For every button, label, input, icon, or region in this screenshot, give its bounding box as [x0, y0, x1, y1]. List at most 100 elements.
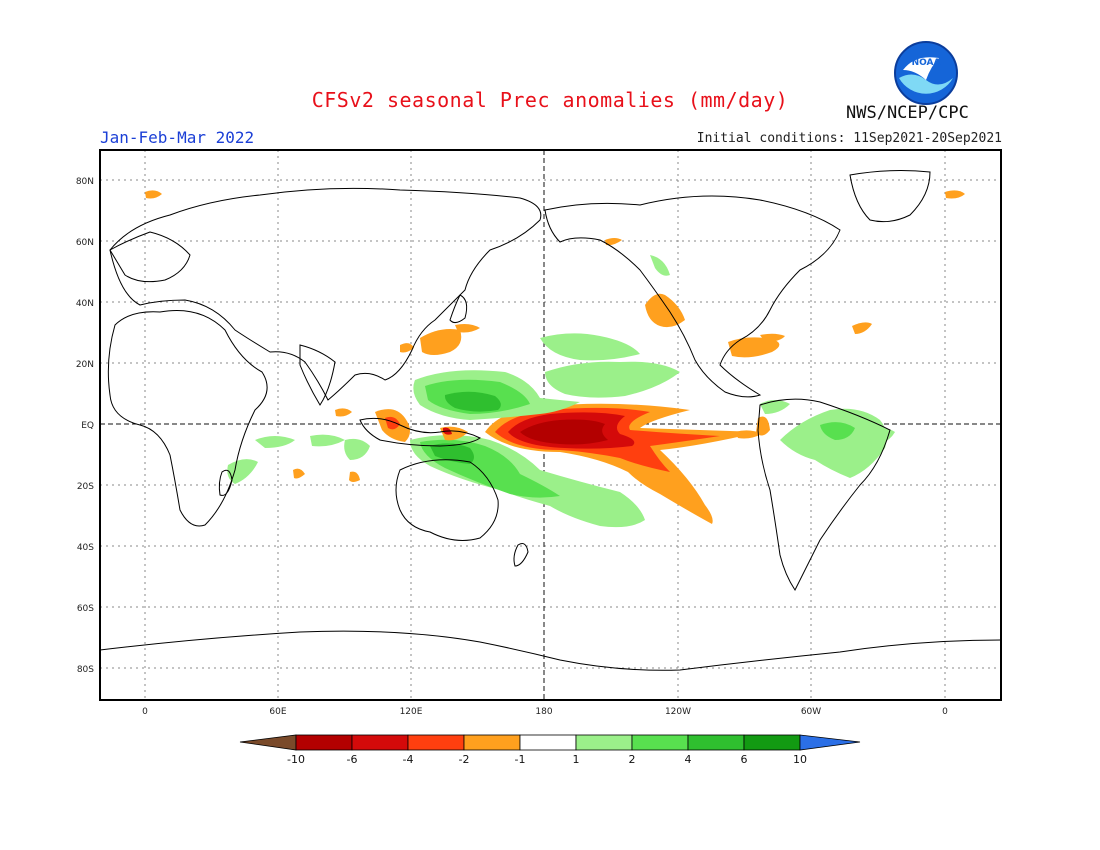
lon-label: 60E	[269, 707, 286, 717]
colorbar-label: 10	[793, 753, 807, 766]
colorbar-label: 4	[685, 753, 692, 766]
map-frame	[99, 149, 1002, 701]
colorbar-swatch	[463, 734, 521, 751]
anomaly-field	[145, 190, 965, 528]
graticule	[100, 150, 1001, 700]
colorbar-label: -1	[515, 753, 526, 766]
lat-label: 60N	[76, 238, 94, 248]
wpac-green-light-ne	[545, 361, 680, 398]
colorbar-label: -6	[347, 753, 358, 766]
africa-east-green	[227, 459, 258, 484]
india-outline	[299, 344, 336, 406]
amazon-west-orange	[756, 416, 770, 436]
pacific-darkred-core	[520, 419, 608, 445]
reference-lines	[100, 150, 1001, 700]
colorbar-label: -10	[287, 753, 305, 766]
lon-label: 120E	[400, 707, 423, 717]
colorbar-label: 6	[741, 753, 748, 766]
agency-name: NWS/NCEP/CPC	[846, 103, 969, 123]
colorbar-labels: -10 -6 -4 -2 -1 1 2 4 6 10	[287, 753, 807, 766]
alaska-orange	[605, 238, 622, 246]
pacific-red-core	[508, 412, 635, 449]
indian-ocean-green	[255, 436, 295, 448]
lon-label: 0	[942, 707, 948, 717]
eurasia-outline	[109, 187, 542, 401]
caribbean-orange	[760, 333, 785, 342]
bay-of-bengal-orange	[400, 343, 414, 353]
colorbar-label: 1	[573, 753, 580, 766]
lon-label: 120W	[665, 707, 691, 717]
colorbar-swatch	[407, 734, 465, 751]
colorbar	[239, 734, 861, 751]
colorbar-swatch	[295, 734, 353, 751]
north-america-outline	[544, 195, 841, 398]
colorbar-label: 2	[629, 753, 636, 766]
colorbar-label: -4	[403, 753, 414, 766]
south-america-green-mid	[820, 422, 855, 440]
coastlines	[100, 170, 1001, 671]
gulf-orange	[728, 337, 780, 358]
wpac-green-north-dark	[444, 391, 501, 412]
map-title: CFSv2 seasonal Prec anomalies (mm/day)	[311, 88, 789, 112]
colorbar-end-blue	[799, 734, 861, 751]
lon-label: 60W	[801, 707, 821, 717]
south-indian-orange-2	[349, 471, 360, 482]
south-pacific-green-mid	[420, 439, 560, 498]
lat-label: 20S	[77, 482, 94, 492]
south-america-outline	[757, 398, 891, 591]
colorbar-swatch	[743, 734, 801, 751]
antarctica-outline	[100, 630, 1001, 671]
lat-label: EQ	[81, 421, 94, 431]
colorbar-swatch	[687, 734, 745, 751]
colorbar-swatch	[575, 734, 633, 751]
madagascar-outline	[218, 469, 233, 496]
pacific-orange-region	[485, 403, 760, 524]
north-america-orange	[645, 293, 685, 328]
japan-outline	[449, 294, 468, 324]
indian-ocean-green-3	[344, 438, 370, 460]
lon-label: 0	[142, 707, 148, 717]
south-indian-orange	[293, 468, 305, 479]
pacific-red-outer	[495, 407, 720, 472]
colorbar-end-brown	[239, 734, 297, 751]
africa-outline	[107, 309, 268, 527]
south-america-green	[780, 408, 887, 478]
colorbar-swatch	[519, 734, 577, 751]
indonesia-red	[385, 416, 400, 430]
lat-label: 40N	[76, 299, 94, 309]
logo-text: NOAA	[912, 58, 941, 68]
nw-pacific-orange-2	[455, 324, 480, 333]
longitude-labels: 0 60E 120E 180 120W 60W 0	[142, 707, 948, 717]
indo-green-dark	[430, 443, 474, 464]
colorbar-label: -2	[459, 753, 470, 766]
lat-label: 60S	[77, 604, 94, 614]
colorbar-swatch	[351, 734, 409, 751]
new-guinea-orange	[440, 426, 468, 441]
indian-ocean-green-2	[310, 434, 345, 447]
colorbar-swatch	[631, 734, 689, 751]
arctic-orange-east	[945, 190, 965, 199]
central-america-green	[760, 400, 790, 414]
indonesia-outline	[359, 417, 481, 447]
arctic-orange-west	[145, 190, 162, 199]
brazil-coast-green	[868, 427, 895, 446]
lat-label: 80S	[77, 665, 94, 675]
initial-conditions: Initial conditions: 11Sep2021-20Sep2021	[696, 131, 1002, 146]
wpac-green-north-mid	[425, 379, 530, 414]
wpac-green-north	[413, 370, 580, 420]
lon-label: 180	[535, 707, 552, 717]
nw-america-green	[650, 255, 670, 276]
indian-ocean-orange	[335, 408, 352, 417]
forecast-period: Jan-Feb-Mar 2022	[100, 128, 255, 147]
new-zealand-outline	[513, 543, 529, 567]
new-guinea-red	[443, 427, 452, 435]
south-pacific-green	[410, 435, 645, 528]
indonesia-orange	[375, 409, 410, 442]
latitude-labels: 80N 60N 40N 20N EQ 20S 40S 60S 80S	[76, 177, 94, 675]
greenland-outline	[849, 170, 931, 223]
lat-label: 80N	[76, 177, 94, 187]
nw-pacific-orange	[420, 329, 462, 355]
noaa-logo: NOAA	[894, 41, 958, 105]
lat-label: 40S	[77, 543, 94, 553]
equatorial-atlantic-orange	[735, 430, 762, 439]
